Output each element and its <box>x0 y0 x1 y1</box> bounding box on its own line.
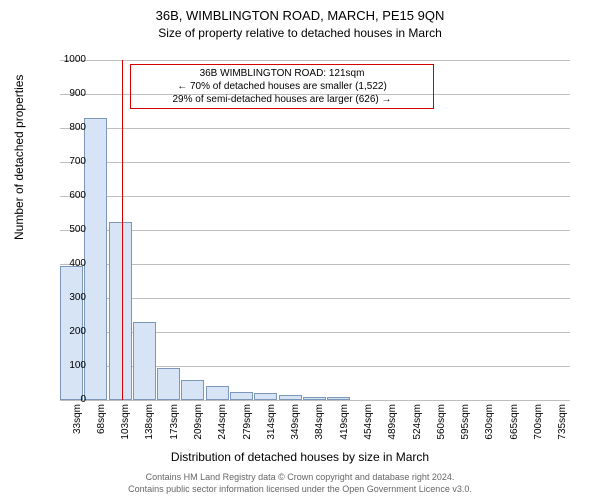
histogram-bar <box>230 392 253 401</box>
x-tick-label: 138sqm <box>144 404 155 454</box>
callout-line: 36B WIMBLINGTON ROAD: 121sqm <box>137 67 427 80</box>
x-tick-label: 68sqm <box>96 404 107 454</box>
reference-line <box>122 60 123 400</box>
x-tick-label: 454sqm <box>363 404 374 454</box>
histogram-bar <box>279 395 302 400</box>
chart-title-sub: Size of property relative to detached ho… <box>0 26 600 40</box>
gridline <box>60 60 570 61</box>
y-axis-label: Number of detached properties <box>12 75 26 240</box>
histogram-bar <box>84 118 107 400</box>
x-tick-label: 33sqm <box>72 404 83 454</box>
gridline <box>60 400 570 401</box>
y-tick-label: 800 <box>46 122 86 133</box>
histogram-bar <box>254 393 277 400</box>
y-tick-label: 300 <box>46 292 86 303</box>
histogram-bar <box>327 397 350 400</box>
x-tick-label: 595sqm <box>460 404 471 454</box>
callout-line: 29% of semi-detached houses are larger (… <box>137 93 427 106</box>
plot-area <box>60 60 570 400</box>
histogram-bar <box>181 380 204 400</box>
histogram-bar <box>109 222 132 401</box>
y-tick-label: 1000 <box>46 54 86 65</box>
x-tick-label: 560sqm <box>436 404 447 454</box>
x-tick-label: 244sqm <box>217 404 228 454</box>
x-tick-label: 665sqm <box>509 404 520 454</box>
gridline <box>60 298 570 299</box>
histogram-bar <box>206 386 229 400</box>
gridline <box>60 264 570 265</box>
gridline <box>60 196 570 197</box>
chart-title-main: 36B, WIMBLINGTON ROAD, MARCH, PE15 9QN <box>0 8 600 23</box>
callout-line: ← 70% of detached houses are smaller (1,… <box>137 80 427 93</box>
histogram-bar <box>157 368 180 400</box>
y-tick-label: 200 <box>46 326 86 337</box>
x-tick-label: 419sqm <box>339 404 350 454</box>
x-tick-label: 314sqm <box>266 404 277 454</box>
histogram-bar <box>133 322 156 400</box>
x-tick-label: 700sqm <box>533 404 544 454</box>
x-tick-label: 209sqm <box>193 404 204 454</box>
histogram-bar <box>303 397 326 400</box>
x-tick-label: 630sqm <box>484 404 495 454</box>
y-tick-label: 400 <box>46 258 86 269</box>
x-tick-label: 173sqm <box>169 404 180 454</box>
x-tick-label: 524sqm <box>412 404 423 454</box>
chart-container: 36B, WIMBLINGTON ROAD, MARCH, PE15 9QN S… <box>0 0 600 500</box>
reference-callout: 36B WIMBLINGTON ROAD: 121sqm← 70% of det… <box>130 64 434 109</box>
y-tick-label: 600 <box>46 190 86 201</box>
x-tick-label: 489sqm <box>387 404 398 454</box>
x-tick-label: 384sqm <box>314 404 325 454</box>
gridline <box>60 128 570 129</box>
y-tick-label: 900 <box>46 88 86 99</box>
y-tick-label: 500 <box>46 224 86 235</box>
x-tick-label: 735sqm <box>557 404 568 454</box>
footer-line-1: Contains HM Land Registry data © Crown c… <box>0 472 600 482</box>
y-tick-label: 100 <box>46 360 86 371</box>
footer-line-2: Contains public sector information licen… <box>0 484 600 494</box>
x-tick-label: 103sqm <box>120 404 131 454</box>
y-tick-label: 700 <box>46 156 86 167</box>
gridline <box>60 230 570 231</box>
x-tick-label: 349sqm <box>290 404 301 454</box>
gridline <box>60 162 570 163</box>
x-tick-label: 279sqm <box>242 404 253 454</box>
